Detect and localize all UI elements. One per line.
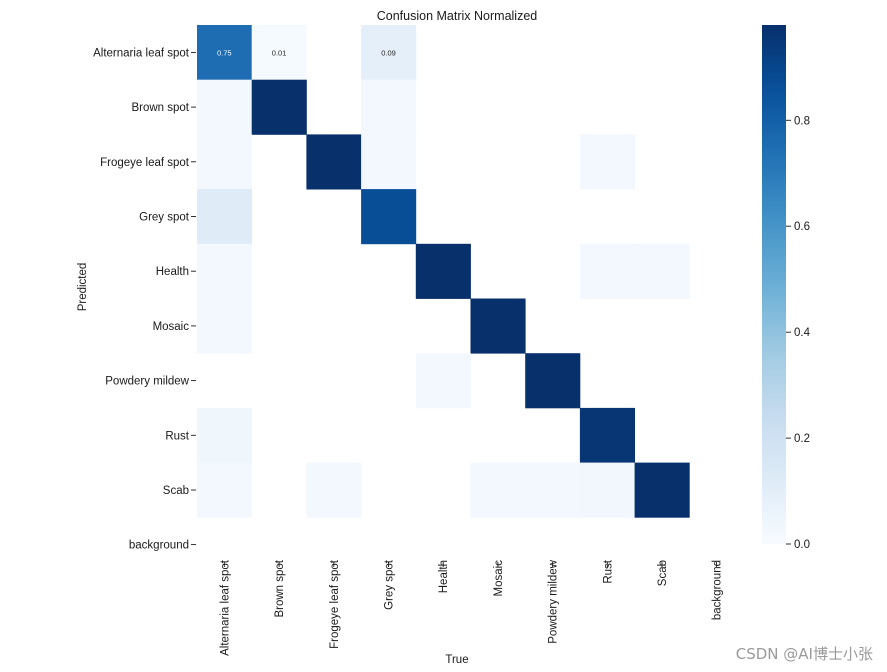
x-tick-label: Scab <box>657 560 669 586</box>
heatmap-cell <box>579 407 635 463</box>
heatmap-cell <box>197 407 253 463</box>
x-axis-ticks: Alternaria leaf spot Brown spot Frogeye le… <box>219 559 723 656</box>
heatmap-cell <box>579 462 635 518</box>
colorbar-tick-label: 0.0 <box>794 539 810 551</box>
heatmap-cell <box>525 462 581 518</box>
heatmap-cell <box>197 79 253 135</box>
heatmap-cell <box>197 243 253 299</box>
y-tick-label: Grey spot <box>139 212 190 224</box>
heatmap-cell <box>525 353 581 409</box>
heatmap-cell <box>361 79 417 135</box>
y-tick-label: Scab <box>163 485 189 497</box>
y-tick-label: Mosaic <box>153 321 190 333</box>
y-tick-label: Brown spot <box>131 102 189 114</box>
colorbar-tick-label: 0.6 <box>794 221 810 233</box>
heatmap-cell <box>579 243 635 299</box>
x-tick-label: Powdery mildew <box>548 559 560 643</box>
x-tick-label: Alternaria leaf spot <box>219 559 231 656</box>
x-tick-label: Health <box>438 560 450 593</box>
x-tick-label: Rust <box>602 559 614 583</box>
heatmap-cell <box>361 134 417 190</box>
heatmap-cell <box>634 462 690 518</box>
colorbar-tick-label: 0.4 <box>794 327 811 339</box>
x-tick-label: Frogeye leaf spot <box>329 559 341 649</box>
heatmap-cell <box>306 462 362 518</box>
x-axis-label: True <box>445 654 468 666</box>
heatmap-cell <box>361 189 417 245</box>
watermark-text: CSDN @AI博士小张 <box>735 645 873 663</box>
colorbar: 0.0 0.2 0.4 0.6 0.8 <box>762 25 811 551</box>
x-tick-label: Mosaic <box>493 560 505 597</box>
x-tick-label: Grey spot <box>384 559 396 610</box>
y-tick-label: Powdery mildew <box>105 376 189 388</box>
colorbar-bar <box>762 25 786 544</box>
colorbar-tick-label: 0.8 <box>794 115 810 127</box>
y-tick-label: Rust <box>165 430 189 442</box>
x-tick-label: background <box>712 560 724 620</box>
heatmap-cell <box>579 134 635 190</box>
heatmap-cell <box>251 25 307 81</box>
colorbar-ticks: 0.0 0.2 0.4 0.6 0.8 <box>786 115 811 551</box>
y-axis-label: Predicted <box>77 263 89 312</box>
heatmap-cell-label: 0.01 <box>272 48 287 57</box>
y-tick-label: Alternaria leaf spot <box>93 47 190 59</box>
heatmap-cell <box>470 462 526 518</box>
heatmap-cell-labels: 0.75 0.01 0.09 <box>217 48 396 57</box>
heatmap-cell <box>197 134 253 190</box>
chart-title: Confusion Matrix Normalized <box>377 9 538 23</box>
heatmap-cell <box>197 189 253 245</box>
heatmap-cell <box>306 134 362 190</box>
heatmap-cell-label: 0.75 <box>217 48 232 57</box>
heatmap-cell <box>415 353 471 409</box>
y-tick-label: background <box>129 540 189 552</box>
heatmap-cell <box>634 243 690 299</box>
heatmap-cell <box>415 243 471 299</box>
x-tick-label: Brown spot <box>274 559 286 617</box>
heatmap-cell <box>197 25 253 81</box>
heatmap-cell <box>470 298 526 354</box>
heatmap-cells <box>197 25 690 518</box>
heatmap-cell <box>197 298 253 354</box>
heatmap-cell <box>361 25 417 81</box>
y-tick-label: Frogeye leaf spot <box>100 157 190 169</box>
y-tick-label: Health <box>156 266 189 278</box>
heatmap-cell <box>251 79 307 135</box>
heatmap-cell-label: 0.09 <box>381 48 396 57</box>
heatmap-cell <box>197 462 253 518</box>
y-axis-ticks: Alternaria leaf spot Brown spot Frogeye le… <box>93 47 196 552</box>
colorbar-tick-label: 0.2 <box>794 433 810 445</box>
